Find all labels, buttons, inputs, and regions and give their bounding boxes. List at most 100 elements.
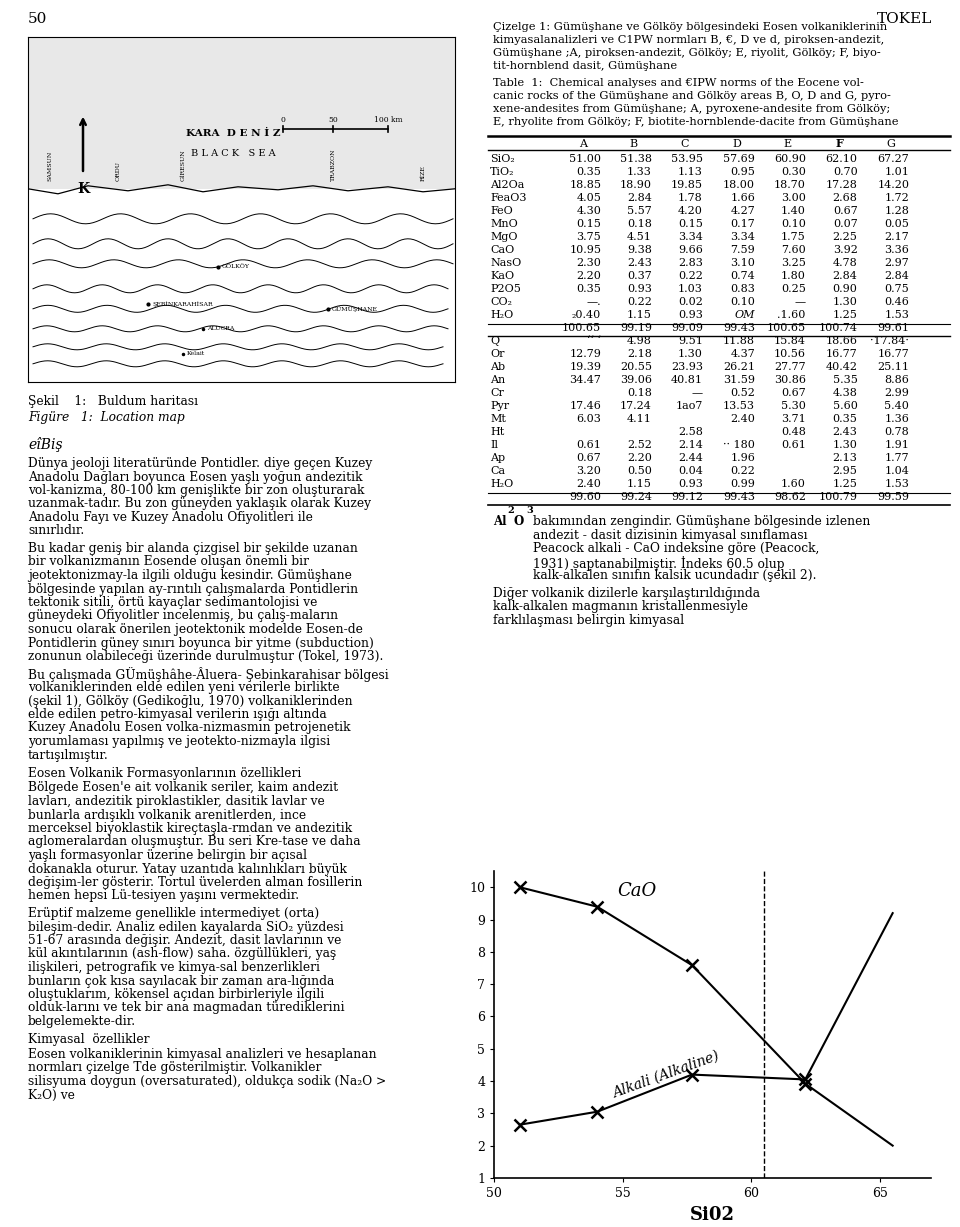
Text: 11.88: 11.88	[723, 336, 755, 346]
Text: 3.92: 3.92	[832, 245, 857, 255]
Text: Ht: Ht	[490, 427, 504, 437]
Text: 1.53: 1.53	[884, 480, 909, 490]
Text: 4.11: 4.11	[627, 415, 652, 425]
Text: 0.35: 0.35	[576, 285, 601, 294]
Text: D: D	[732, 139, 741, 148]
Text: 100.79: 100.79	[819, 492, 857, 502]
Text: 50: 50	[28, 12, 47, 26]
Text: 17.24: 17.24	[620, 401, 652, 411]
Text: E, rhyolite from Gölköy; F, biotite-hornblende-dacite from Gümüşhane: E, rhyolite from Gölköy; F, biotite-horn…	[493, 117, 899, 128]
Text: 62.10: 62.10	[826, 155, 857, 164]
Text: (şekil 1), Gölköy (Gedikoğlu, 1970) volkaniklerinden: (şekil 1), Gölköy (Gedikoğlu, 1970) volk…	[28, 694, 352, 708]
Text: 1.25: 1.25	[832, 310, 857, 320]
Text: 0.22: 0.22	[678, 271, 703, 281]
Text: 0.05: 0.05	[884, 220, 909, 229]
Text: 2.18: 2.18	[627, 350, 652, 360]
Text: 3.25: 3.25	[781, 259, 805, 269]
Text: 14.20: 14.20	[877, 180, 909, 190]
Text: elde edilen petro-kimyasal verilerin ışığı altında: elde edilen petro-kimyasal verilerin ışı…	[28, 708, 326, 721]
Text: KARA  D E N İ Z: KARA D E N İ Z	[185, 129, 280, 139]
Polygon shape	[28, 37, 455, 189]
Text: 2.83: 2.83	[678, 259, 703, 269]
Text: CO₂: CO₂	[490, 297, 512, 308]
Text: 2.17: 2.17	[884, 232, 909, 243]
Text: An: An	[490, 375, 505, 385]
Text: 2: 2	[507, 507, 514, 515]
Text: 4.78: 4.78	[833, 259, 857, 269]
Text: zonunun olabileceği üzerinde durulmuştur (Tokel, 1973).: zonunun olabileceği üzerinde durulmuştur…	[28, 650, 383, 663]
Text: Gümüşhane ;A, piroksen-andezit, Gölköy; E, riyolit, Gölköy; F, biyo-: Gümüşhane ;A, piroksen-andezit, Gölköy; …	[493, 48, 880, 58]
Text: P2O5: P2O5	[490, 285, 521, 294]
Text: 100.65: 100.65	[767, 324, 805, 334]
Text: volkaniklerinden elde edilen yeni verilerle birlikte: volkaniklerinden elde edilen yeni verile…	[28, 681, 340, 694]
Text: 2.43: 2.43	[627, 259, 652, 269]
Text: H₂O: H₂O	[490, 310, 514, 320]
Text: 0.02: 0.02	[678, 297, 703, 308]
Text: 18.70: 18.70	[774, 180, 805, 190]
Text: 5.57: 5.57	[627, 206, 652, 216]
Text: ŞEBİNKARAHİSAR: ŞEBİNKARAHİSAR	[152, 301, 212, 307]
Text: 0.17: 0.17	[731, 220, 755, 229]
Text: 4.38: 4.38	[832, 389, 857, 399]
Text: 0.25: 0.25	[781, 285, 805, 294]
Text: ALUCRA: ALUCRA	[207, 326, 234, 331]
Text: 99.24: 99.24	[620, 492, 652, 502]
Text: 1.60: 1.60	[781, 480, 805, 490]
Text: jeotektonizmay-la ilgili olduğu kesindir. Gümüşhane: jeotektonizmay-la ilgili olduğu kesindir…	[28, 569, 352, 582]
Text: 1.66: 1.66	[731, 194, 755, 204]
Text: Şekil   2:  Eosen volkanik dizisinin Alkali - CaO indeksi: Şekil 2: Eosen volkanik dizisinin Alkali…	[493, 1140, 831, 1153]
Text: yorumlaması yapılmış ve jeotekto-nizmayla ilgisi: yorumlaması yapılmış ve jeotekto-nizmayl…	[28, 735, 330, 748]
Text: A: A	[579, 139, 587, 148]
Text: Kelait: Kelait	[187, 351, 205, 356]
Text: farklılaşması belirgin kimyasal: farklılaşması belirgin kimyasal	[493, 614, 684, 627]
Text: TiO₂: TiO₂	[490, 167, 515, 178]
Text: 1.96: 1.96	[731, 454, 755, 464]
Text: 0.93: 0.93	[678, 480, 703, 490]
Text: E: E	[783, 139, 791, 148]
Text: sınırlıdır.: sınırlıdır.	[28, 524, 84, 537]
Text: NasO: NasO	[490, 259, 521, 269]
Text: 10.95: 10.95	[569, 245, 601, 255]
Text: lavları, andezitik piroklastikler, dasitik lavlar ve: lavları, andezitik piroklastikler, dasit…	[28, 795, 324, 809]
Text: 1.13: 1.13	[678, 167, 703, 178]
Text: 2.99: 2.99	[884, 389, 909, 399]
Text: 40.42: 40.42	[826, 362, 857, 373]
Text: 0.67: 0.67	[833, 206, 857, 216]
Text: CaO: CaO	[490, 245, 515, 255]
Text: 1.15: 1.15	[627, 310, 652, 320]
Text: 1.30: 1.30	[832, 297, 857, 308]
Text: ilişkileri, petrografik ve kimya-sal benzerlikleri: ilişkileri, petrografik ve kimya-sal ben…	[28, 961, 320, 974]
Text: GÖLKÖY: GÖLKÖY	[222, 264, 250, 269]
Text: 2.52: 2.52	[627, 440, 652, 450]
Text: 100 km: 100 km	[373, 115, 402, 124]
Text: belgelemekte-dir.: belgelemekte-dir.	[28, 1015, 136, 1028]
Text: ORDU: ORDU	[115, 161, 121, 180]
Text: KaO: KaO	[490, 271, 515, 281]
Text: 60.90: 60.90	[774, 155, 805, 164]
Text: ‘‘ ‘: ‘‘ ‘	[588, 336, 601, 346]
Text: Dünya jeoloji literatüründe Pontidler. diye geçen Kuzey: Dünya jeoloji literatüründe Pontidler. d…	[28, 456, 372, 470]
Text: 0.22: 0.22	[731, 466, 755, 476]
Text: 51-67 arasında değişir. Andezit, dasit lavlarının ve: 51-67 arasında değişir. Andezit, dasit l…	[28, 934, 342, 947]
Text: C: C	[680, 139, 688, 148]
Text: normları çizelge Tde gösterilmiştir. Volkanikler: normları çizelge Tde gösterilmiştir. Vol…	[28, 1061, 322, 1075]
Text: 23.93: 23.93	[671, 362, 703, 373]
Text: 18.85: 18.85	[569, 180, 601, 190]
Text: 1.78: 1.78	[678, 194, 703, 204]
Text: 1.36: 1.36	[884, 415, 909, 425]
Text: 1.25: 1.25	[832, 480, 857, 490]
Text: 10.56: 10.56	[774, 350, 805, 360]
Text: Q: Q	[490, 336, 499, 346]
Text: yaşlı formasyonlar üzerine belirgin bir açısal: yaşlı formasyonlar üzerine belirgin bir …	[28, 849, 307, 863]
Text: FeO: FeO	[490, 206, 513, 216]
Text: 8.86: 8.86	[884, 375, 909, 385]
Text: B L A C K   S E A: B L A C K S E A	[191, 150, 276, 158]
Text: 19.85: 19.85	[671, 180, 703, 190]
Text: 26.21: 26.21	[723, 362, 755, 373]
Text: 0.74: 0.74	[731, 271, 755, 281]
Text: Cr: Cr	[490, 389, 504, 399]
Text: 1.75: 1.75	[781, 232, 805, 243]
Text: bölgesinde yapılan ay-rıntılı çalışmalarda Pontidlerin: bölgesinde yapılan ay-rıntılı çalışmalar…	[28, 583, 358, 595]
Text: Kuzey Anadolu Eosen volka-nizmasmın petrojenetik: Kuzey Anadolu Eosen volka-nizmasmın petr…	[28, 721, 350, 735]
Text: 30.86: 30.86	[774, 375, 805, 385]
